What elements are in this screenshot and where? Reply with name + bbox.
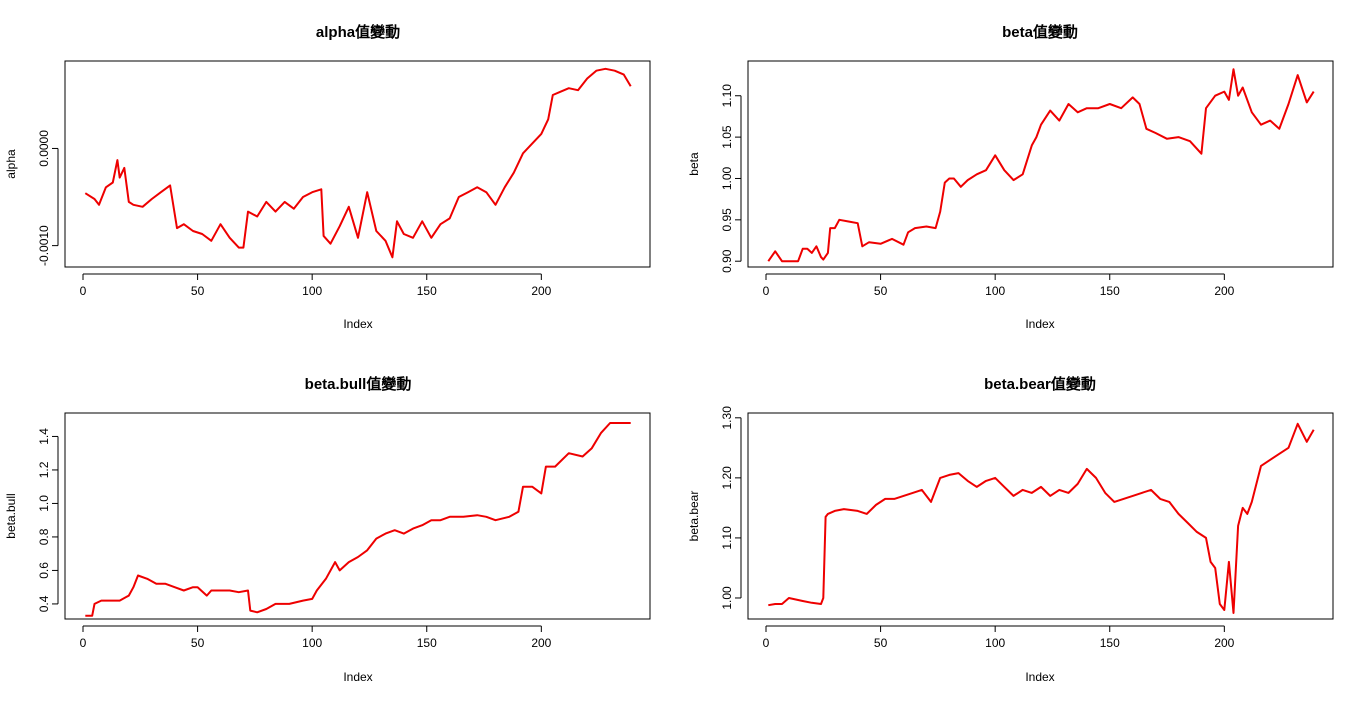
- x-tick-label: 0: [763, 636, 770, 650]
- y-tick-label: 0.8: [37, 528, 51, 545]
- y-tick-label: 1.05: [720, 125, 734, 149]
- x-tick-label: 200: [1214, 636, 1234, 650]
- series-line: [767, 68, 1315, 263]
- plot-frame: [747, 412, 1334, 620]
- x-tick-label: 50: [874, 636, 888, 650]
- x-tick-label: 0: [80, 284, 87, 298]
- x-tick-label: 150: [1100, 284, 1120, 298]
- y-tick-label: 1.0: [37, 495, 51, 512]
- plot-frame: [64, 412, 651, 620]
- series-line: [85, 422, 631, 617]
- y-tick-label: 0.0000: [37, 130, 51, 167]
- series-line: [768, 422, 1315, 614]
- x-tick-label: 200: [531, 284, 551, 298]
- y-axis-label: alpha: [4, 149, 18, 179]
- x-tick-label: 100: [302, 284, 322, 298]
- y-tick-label: 1.20: [720, 466, 734, 490]
- x-tick-label: 150: [1100, 636, 1120, 650]
- y-axis-label: beta: [687, 152, 701, 176]
- x-tick-label: 100: [302, 636, 322, 650]
- y-tick-label: 1.4: [37, 428, 51, 445]
- y-tick-label: -0.0010: [37, 225, 51, 266]
- chart-title: beta值變動: [1002, 23, 1078, 41]
- chart-panel-4: beta.bear值變動 0 50 100 150 200 1.00 1.10 1.20 1.30…: [687, 375, 1334, 684]
- chart-title: beta.bull值變動: [305, 375, 412, 393]
- x-tick-label: 0: [763, 284, 770, 298]
- series-line: [84, 67, 632, 259]
- plot-frame: [64, 60, 651, 268]
- y-tick-label: 0.6: [37, 562, 51, 579]
- y-tick-label: 0.90: [720, 249, 734, 273]
- x-tick-label: 100: [985, 284, 1005, 298]
- y-tick-label: 1.2: [37, 461, 51, 478]
- x-axis-label: Index: [343, 670, 372, 684]
- x-tick-label: 0: [80, 636, 87, 650]
- x-tick-label: 100: [985, 636, 1005, 650]
- x-axis-label: Index: [343, 317, 372, 331]
- y-tick-label: 0.95: [720, 208, 734, 232]
- y-tick-label: 1.00: [720, 586, 734, 610]
- y-tick-label: 0.4: [37, 595, 51, 612]
- y-tick-label: 1.30: [720, 406, 734, 430]
- y-axis-label: beta.bear: [687, 491, 701, 542]
- x-tick-label: 150: [417, 284, 437, 298]
- x-axis-label: Index: [1025, 670, 1054, 684]
- chart-panel-3: beta.bull值變動 0 50 100 150 200 0.4 0.6 0.8 1.0 1.2 1…: [4, 375, 651, 684]
- y-tick-label: 1.10: [720, 526, 734, 550]
- chart-title: beta.bear值變動: [984, 375, 1096, 393]
- y-tick-label: 1.10: [720, 84, 734, 108]
- x-tick-label: 200: [531, 636, 551, 650]
- y-axis-label: beta.bull: [4, 493, 18, 538]
- x-tick-label: 150: [417, 636, 437, 650]
- chart-title: alpha值變動: [316, 23, 400, 41]
- chart-panel-2: beta值變動 0 50 100 150 200 0.90 0.95 1.00 1.05 1.10 I…: [687, 23, 1334, 331]
- x-tick-label: 50: [191, 636, 205, 650]
- x-tick-label: 50: [191, 284, 205, 298]
- x-tick-label: 200: [1214, 284, 1234, 298]
- x-tick-label: 50: [874, 284, 888, 298]
- plot-frame: [747, 60, 1334, 268]
- y-tick-label: 1.00: [720, 166, 734, 190]
- x-axis-label: Index: [1025, 317, 1054, 331]
- chart-panel-1: alpha值變動 0 50 100 150 200 -0.0010 0.0000 Index al…: [4, 23, 651, 331]
